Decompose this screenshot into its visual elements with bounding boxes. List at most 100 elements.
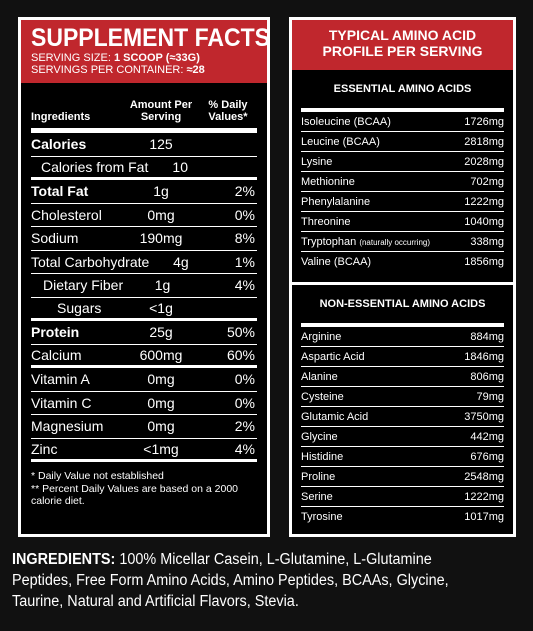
amino-acid-header: TYPICAL AMINO ACID PROFILE PER SERVING <box>292 20 513 70</box>
amino-name: Phenylalanine <box>301 195 371 208</box>
amino-name: Methionine <box>301 175 355 188</box>
nonessential-section: NON-ESSENTIAL AMINO ACIDS Arginine 884mg … <box>292 282 513 527</box>
nonessential-amino-title: NON-ESSENTIAL AMINO ACIDS <box>301 285 504 327</box>
nutrient-amount: 190mg <box>139 230 183 247</box>
nutrient-amount: 4g <box>173 253 189 270</box>
nutrition-row: Vitamin C 0mg 0% <box>31 392 257 415</box>
nutrient-name: Calcium <box>31 346 82 363</box>
amino-row: Isoleucine (BCAA) 1726mg <box>301 112 504 132</box>
supplement-facts-header: SUPPLEMENT FACTS SERVING SIZE: 1 SCOOP (… <box>21 20 270 83</box>
amino-value: 2028mg <box>464 155 504 168</box>
nutrient-amount: 0mg <box>147 394 175 411</box>
amino-row: Leucine (BCAA) 2818mg <box>301 132 504 152</box>
amino-name-with-note: Tryptophan (naturally occurring) <box>301 235 431 248</box>
nutrition-row: Protein 25g 50% <box>31 321 257 345</box>
amino-name: Alanine <box>301 370 338 383</box>
nutrient-name: Magnesium <box>31 418 104 435</box>
nutrient-dv: 0% <box>234 371 255 388</box>
amino-row: Histidine 676mg <box>301 447 504 467</box>
nutrient-dv: 60% <box>226 346 255 363</box>
amino-value: 1017mg <box>464 511 504 523</box>
amino-name: Glutamic Acid <box>301 410 369 423</box>
amino-row: Arginine 884mg <box>301 327 504 347</box>
nutrition-row: Sodium 190mg 8% <box>31 227 257 251</box>
nutrient-name: Sodium <box>31 230 79 247</box>
nutrition-row: Cholesterol 0mg 0% <box>31 204 257 227</box>
amino-row: Proline 2548mg <box>301 467 504 487</box>
amino-value: 1856mg <box>464 256 504 268</box>
nutrient-dv: 2% <box>234 418 255 435</box>
amino-value: 884mg <box>470 330 504 343</box>
nutrient-amount: 25g <box>149 324 173 341</box>
essential-amino-title: ESSENTIAL AMINO ACIDS <box>301 70 504 112</box>
nutrition-row: Total Fat 1g 2% <box>31 180 257 204</box>
nutrient-name: Total Fat <box>31 183 89 200</box>
amino-row: Methionine 702mg <box>301 172 504 192</box>
nutrient-dv: 50% <box>226 324 255 341</box>
supplement-facts-panel: SUPPLEMENT FACTS SERVING SIZE: 1 SCOOP (… <box>18 17 270 537</box>
amino-row: Lysine 2028mg <box>301 152 504 172</box>
nutrient-amount: 1g <box>153 183 169 200</box>
amino-name: Arginine <box>301 330 342 343</box>
amino-name: Leucine (BCAA) <box>301 135 380 148</box>
nutrition-row: Magnesium 0mg 2% <box>31 415 257 439</box>
amino-value: 1222mg <box>464 490 504 503</box>
amino-value: 3750mg <box>464 410 504 423</box>
ingredients-statement: INGREDIENTS: 100% Micellar Casein, L-Glu… <box>12 549 486 612</box>
nutrient-amount: 1g <box>154 277 171 294</box>
amino-name: Glycine <box>301 430 338 443</box>
nutrition-row: Calories from Fat 10 <box>31 157 257 180</box>
amino-value: 806mg <box>470 370 504 383</box>
nutrition-row: Zinc <1mg 4% <box>31 439 257 462</box>
amino-value: 1726mg <box>464 115 504 128</box>
nutrition-row: Calcium 600mg 60% <box>31 345 257 368</box>
amino-value: 676mg <box>470 450 504 463</box>
amino-value: 1222mg <box>464 195 504 208</box>
amount-header: Amount Per Serving <box>129 99 193 123</box>
amino-value: 702mg <box>470 175 504 188</box>
nutrition-row: Calories 125 <box>31 133 257 157</box>
servings-per-container: SERVINGS PER CONTAINER: ≈28 <box>31 64 205 76</box>
footnote-daily-value: * Daily Value not established <box>31 470 164 482</box>
nutrient-amount: <1mg <box>143 440 179 457</box>
footnote-percent: ** Percent Daily Values are based on a 2… <box>31 482 239 508</box>
amino-name: Serine <box>301 490 333 503</box>
daily-value-header: % Daily Values* <box>208 99 248 123</box>
nutrient-dv: 1% <box>234 253 255 270</box>
nutrient-name: Sugars <box>57 299 102 316</box>
nutrient-dv: 4% <box>234 440 255 457</box>
nutrient-dv: 0% <box>234 394 255 411</box>
amino-row: Glutamic Acid 3750mg <box>301 407 504 427</box>
nutrient-name: Zinc <box>31 440 58 457</box>
amino-name: Tyrosine <box>301 511 343 523</box>
footnotes: * Daily Value not established ** Percent… <box>31 462 257 508</box>
amino-title-line2: PROFILE PER SERVING <box>322 43 483 59</box>
amino-note: (naturally occurring) <box>359 237 431 247</box>
nutrition-row: Total Carbohydrate 4g 1% <box>31 251 257 274</box>
ingredients-header: Ingredients <box>31 111 91 123</box>
nutrient-name: Calories <box>31 136 87 153</box>
nutrient-name: Vitamin C <box>31 394 92 411</box>
nutrient-name: Vitamin A <box>31 371 90 388</box>
nonessential-amino-list: Arginine 884mg Aspartic Acid 1846mg Alanin… <box>301 327 504 527</box>
amino-title-line1: TYPICAL AMINO ACID <box>328 27 477 43</box>
amino-value: 1040mg <box>464 215 504 228</box>
essential-amino-list: Isoleucine (BCAA) 1726mg Leucine (BCAA) 28… <box>301 112 504 272</box>
nutrient-amount: 0mg <box>147 418 175 435</box>
amino-value: 442mg <box>470 430 504 443</box>
amino-row: Cysteine 79mg <box>301 387 504 407</box>
amino-value: 1846mg <box>464 350 504 363</box>
nutrient-amount: 0mg <box>147 206 175 223</box>
nutrient-name: Protein <box>31 324 80 341</box>
amino-row: Threonine 1040mg <box>301 212 504 232</box>
amino-row: Valine (BCAA) 1856mg <box>301 252 504 272</box>
ingredients-text: 100% Micellar Casein, L-Glutamine, L-Glu… <box>12 551 449 610</box>
amino-row: Alanine 806mg <box>301 367 504 387</box>
amino-name: Cysteine <box>301 390 344 403</box>
nutrition-row: Vitamin A 0mg 0% <box>31 368 257 392</box>
amino-name: Isoleucine (BCAA) <box>301 115 391 128</box>
amino-row: Serine 1222mg <box>301 487 504 507</box>
nutrient-name: Dietary Fiber <box>43 277 124 294</box>
amino-row: Tryptophan (naturally occurring) 338mg <box>301 232 504 252</box>
nutrition-row: Dietary Fiber 1g 4% <box>31 274 257 298</box>
